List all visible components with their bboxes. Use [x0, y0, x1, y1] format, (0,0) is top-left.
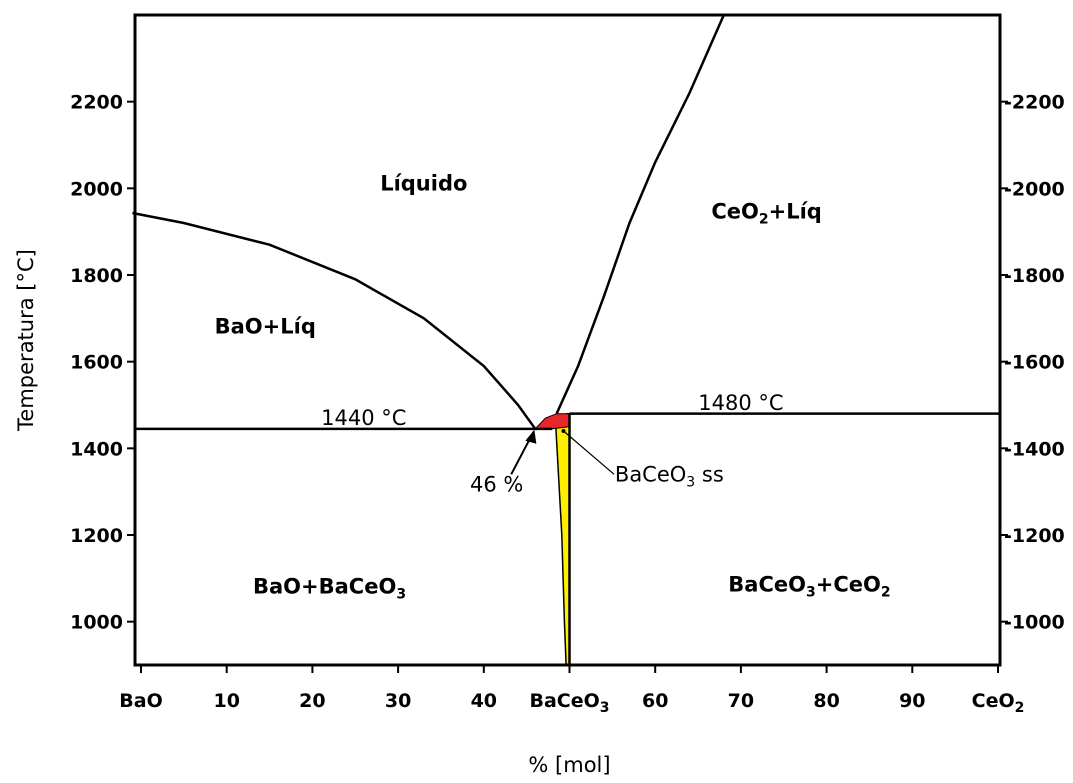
x-tick-label: 40	[471, 690, 497, 712]
solid-solution-region	[555, 412, 571, 666]
eutectic-arrow-head	[525, 429, 537, 444]
x-axis-title: % [mol]	[528, 753, 610, 777]
region-label: BaO+Líq	[215, 315, 316, 339]
y-tick-label-left: 1800	[70, 265, 123, 287]
y-axis-title: Temperatura [°C]	[14, 249, 38, 432]
y-tick-label-left: 2000	[70, 178, 123, 200]
region-labels: Líquido CeO2​+Líq BaO+Líq BaO+BaCeO3​ BaCeO3…	[215, 172, 891, 603]
axis-ticks: BaO 10 20 30 40 BaCeO3​ 60 70 80 90 CeO2​ 1000 -1000…	[70, 92, 1065, 716]
x-tick-label: 80	[813, 690, 839, 712]
eutectic-temp-right-label: 1480 °C	[698, 391, 783, 415]
right-liquidus-line	[555, 14, 725, 415]
y-tick-label-right: -1800	[1004, 265, 1065, 287]
annotations: 1440 °C 1480 °C 46 % BaCeO3​ ss	[321, 391, 783, 497]
y-tick-label-left: 1400	[70, 438, 123, 460]
y-tick-label-left: 1000	[70, 612, 123, 634]
x-tick-label: BaO	[119, 690, 162, 712]
x-tick-label: 90	[899, 690, 925, 712]
y-tick-label-right: -2200	[1004, 92, 1065, 114]
x-tick-label: 30	[385, 690, 411, 712]
y-tick-label-right: -1400	[1004, 438, 1065, 460]
left-liquidus-line	[132, 211, 537, 430]
y-tick-label-right: -1000	[1004, 612, 1065, 634]
y-tick-label-right: -1200	[1004, 525, 1065, 547]
y-tick-label-right: -1600	[1004, 352, 1065, 374]
liquid-pocket-region	[534, 413, 570, 430]
x-tick-label: CeO2​	[972, 690, 1025, 716]
x-tick-label: 60	[642, 690, 668, 712]
solid-solution-pointer-line	[563, 430, 615, 475]
x-tick-label: 10	[213, 690, 239, 712]
y-tick-label-left: 1600	[70, 352, 123, 374]
solid-solution-label: BaCeO3​ ss	[615, 462, 724, 490]
region-label: BaO+BaCeO3​	[253, 575, 406, 603]
x-tick-label: 70	[728, 690, 754, 712]
y-tick-label-right: -2000	[1004, 178, 1065, 200]
region-label: Líquido	[380, 172, 467, 196]
region-label: BaCeO3​+CeO2​	[728, 572, 890, 600]
phase-boundaries	[132, 14, 1000, 665]
eutectic-temp-left-label: 1440 °C	[321, 406, 406, 430]
plot-frame	[133, 13, 1002, 667]
x-tick-label: 20	[299, 690, 325, 712]
region-label: CeO2​+Líq	[711, 200, 821, 228]
x-tick-label: BaCeO3​	[529, 690, 609, 716]
y-tick-label-left: 2200	[70, 92, 123, 114]
phase-fills	[534, 412, 571, 666]
y-tick-label-left: 1200	[70, 525, 123, 547]
eutectic-composition-label: 46 %	[470, 473, 523, 497]
solid-solution-pointer-dot	[561, 429, 566, 433]
